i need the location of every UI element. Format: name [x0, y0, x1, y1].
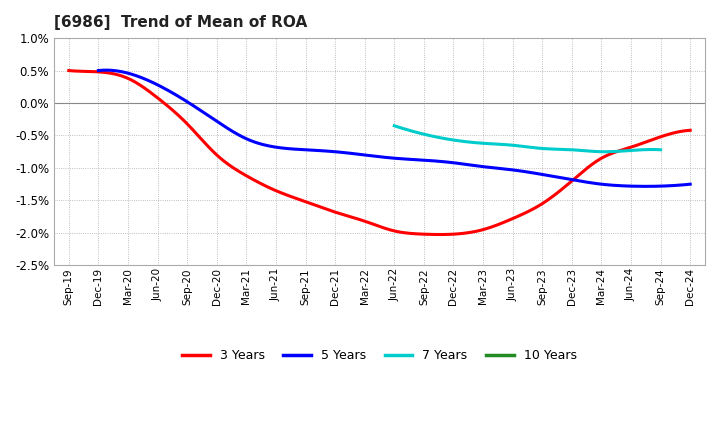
5 Years — [632, 183, 641, 189]
Line: 3 Years: 3 Years — [69, 70, 690, 235]
7 Years — [600, 149, 609, 154]
7 Years — [657, 147, 665, 152]
3 Years — [630, 143, 639, 149]
5 Years — [449, 160, 457, 165]
Line: 7 Years: 7 Years — [395, 126, 661, 152]
5 Years — [686, 182, 695, 187]
3 Years — [436, 232, 445, 237]
5 Years — [458, 161, 467, 167]
3 Years — [434, 232, 443, 237]
5 Years — [94, 68, 103, 73]
Text: [6986]  Trend of Mean of ROA: [6986] Trend of Mean of ROA — [54, 15, 307, 30]
5 Years — [96, 68, 104, 73]
Legend: 3 Years, 5 Years, 7 Years, 10 Years: 3 Years, 5 Years, 7 Years, 10 Years — [177, 344, 582, 367]
5 Years — [446, 160, 455, 165]
7 Years — [391, 123, 400, 128]
3 Years — [65, 68, 73, 73]
5 Years — [102, 67, 111, 73]
3 Years — [66, 68, 75, 73]
3 Years — [447, 231, 456, 237]
5 Years — [595, 181, 603, 187]
7 Years — [390, 123, 399, 128]
7 Years — [549, 147, 557, 152]
3 Years — [686, 128, 695, 133]
7 Years — [553, 147, 562, 152]
Line: 5 Years: 5 Years — [99, 70, 690, 187]
3 Years — [432, 232, 441, 237]
7 Years — [616, 149, 624, 154]
7 Years — [548, 147, 557, 152]
3 Years — [590, 160, 599, 165]
5 Years — [642, 184, 651, 189]
7 Years — [632, 147, 641, 153]
